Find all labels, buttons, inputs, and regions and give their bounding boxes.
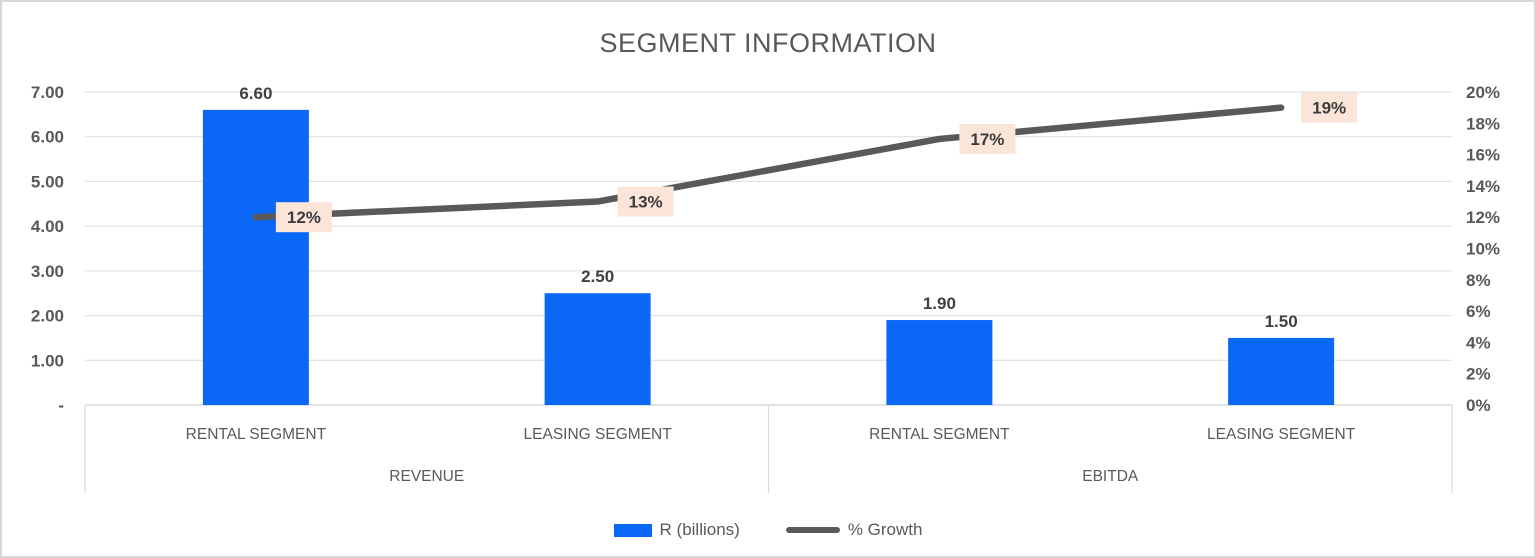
left-axis-tick: 7.00: [31, 83, 64, 102]
right-axis-tick: 16%: [1466, 146, 1500, 165]
left-axis-tick: 5.00: [31, 172, 64, 191]
bar-value-label: 2.50: [581, 267, 614, 286]
category-label: RENTAL SEGMENT: [186, 426, 327, 443]
growth-label-bg: [959, 123, 1016, 154]
legend-item-bar-series: R (billions): [613, 520, 740, 540]
growth-point-label: 13%: [629, 193, 663, 212]
left-axis-tick: 4.00: [31, 217, 64, 236]
growth-line: [252, 104, 1285, 221]
group-label: EBITDA: [1082, 468, 1139, 485]
left-axis-tick: 3.00: [31, 262, 64, 281]
right-axis-tick: 0%: [1466, 396, 1491, 415]
legend-label-bar-series: R (billions): [659, 520, 740, 539]
left-axis-tick: 2.00: [31, 307, 64, 326]
legend-label-line-series: % Growth: [847, 520, 923, 539]
left-axis-tick: 6.00: [31, 128, 64, 147]
bar-value-label: 6.60: [239, 84, 272, 103]
left-axis-tick: -: [58, 396, 64, 415]
bar-value-label: 1.50: [1265, 312, 1298, 331]
line-series-swatch-icon: [785, 527, 840, 533]
legend: R (billions) % Growth: [2, 520, 1534, 540]
right-axis-tick: 20%: [1466, 83, 1500, 102]
bar-2: [886, 320, 993, 405]
right-axis-tick: 18%: [1466, 114, 1500, 133]
category-label: LEASING SEGMENT: [524, 426, 673, 443]
growth-label-bg: [1301, 92, 1358, 123]
bar-3: [1228, 337, 1335, 405]
bar-0: [202, 109, 309, 405]
growth-point-label: 19%: [1312, 99, 1346, 118]
right-axis-tick: 14%: [1466, 177, 1500, 196]
growth-label-bg: [617, 186, 674, 217]
group-label: REVENUE: [389, 468, 464, 485]
bar-1: [544, 293, 651, 405]
right-axis-tick: 10%: [1466, 240, 1500, 259]
chart-title: SEGMENT INFORMATION: [599, 28, 937, 58]
growth-label-bg: [275, 202, 332, 233]
category-label: RENTAL SEGMENT: [869, 426, 1010, 443]
right-axis-tick: 6%: [1466, 302, 1491, 321]
growth-point-label: 17%: [970, 130, 1004, 149]
bar-value-label: 1.90: [923, 294, 956, 313]
bar-series-swatch-icon: [613, 523, 652, 537]
category-label: LEASING SEGMENT: [1207, 426, 1356, 443]
right-axis-tick: 2%: [1466, 365, 1491, 384]
right-axis-tick: 4%: [1466, 333, 1491, 352]
right-axis-tick: 12%: [1466, 208, 1500, 227]
right-axis-tick: 8%: [1466, 271, 1491, 290]
legend-item-line-series: % Growth: [785, 520, 923, 540]
growth-point-label: 12%: [287, 208, 321, 227]
left-axis-tick: 1.00: [31, 351, 64, 370]
